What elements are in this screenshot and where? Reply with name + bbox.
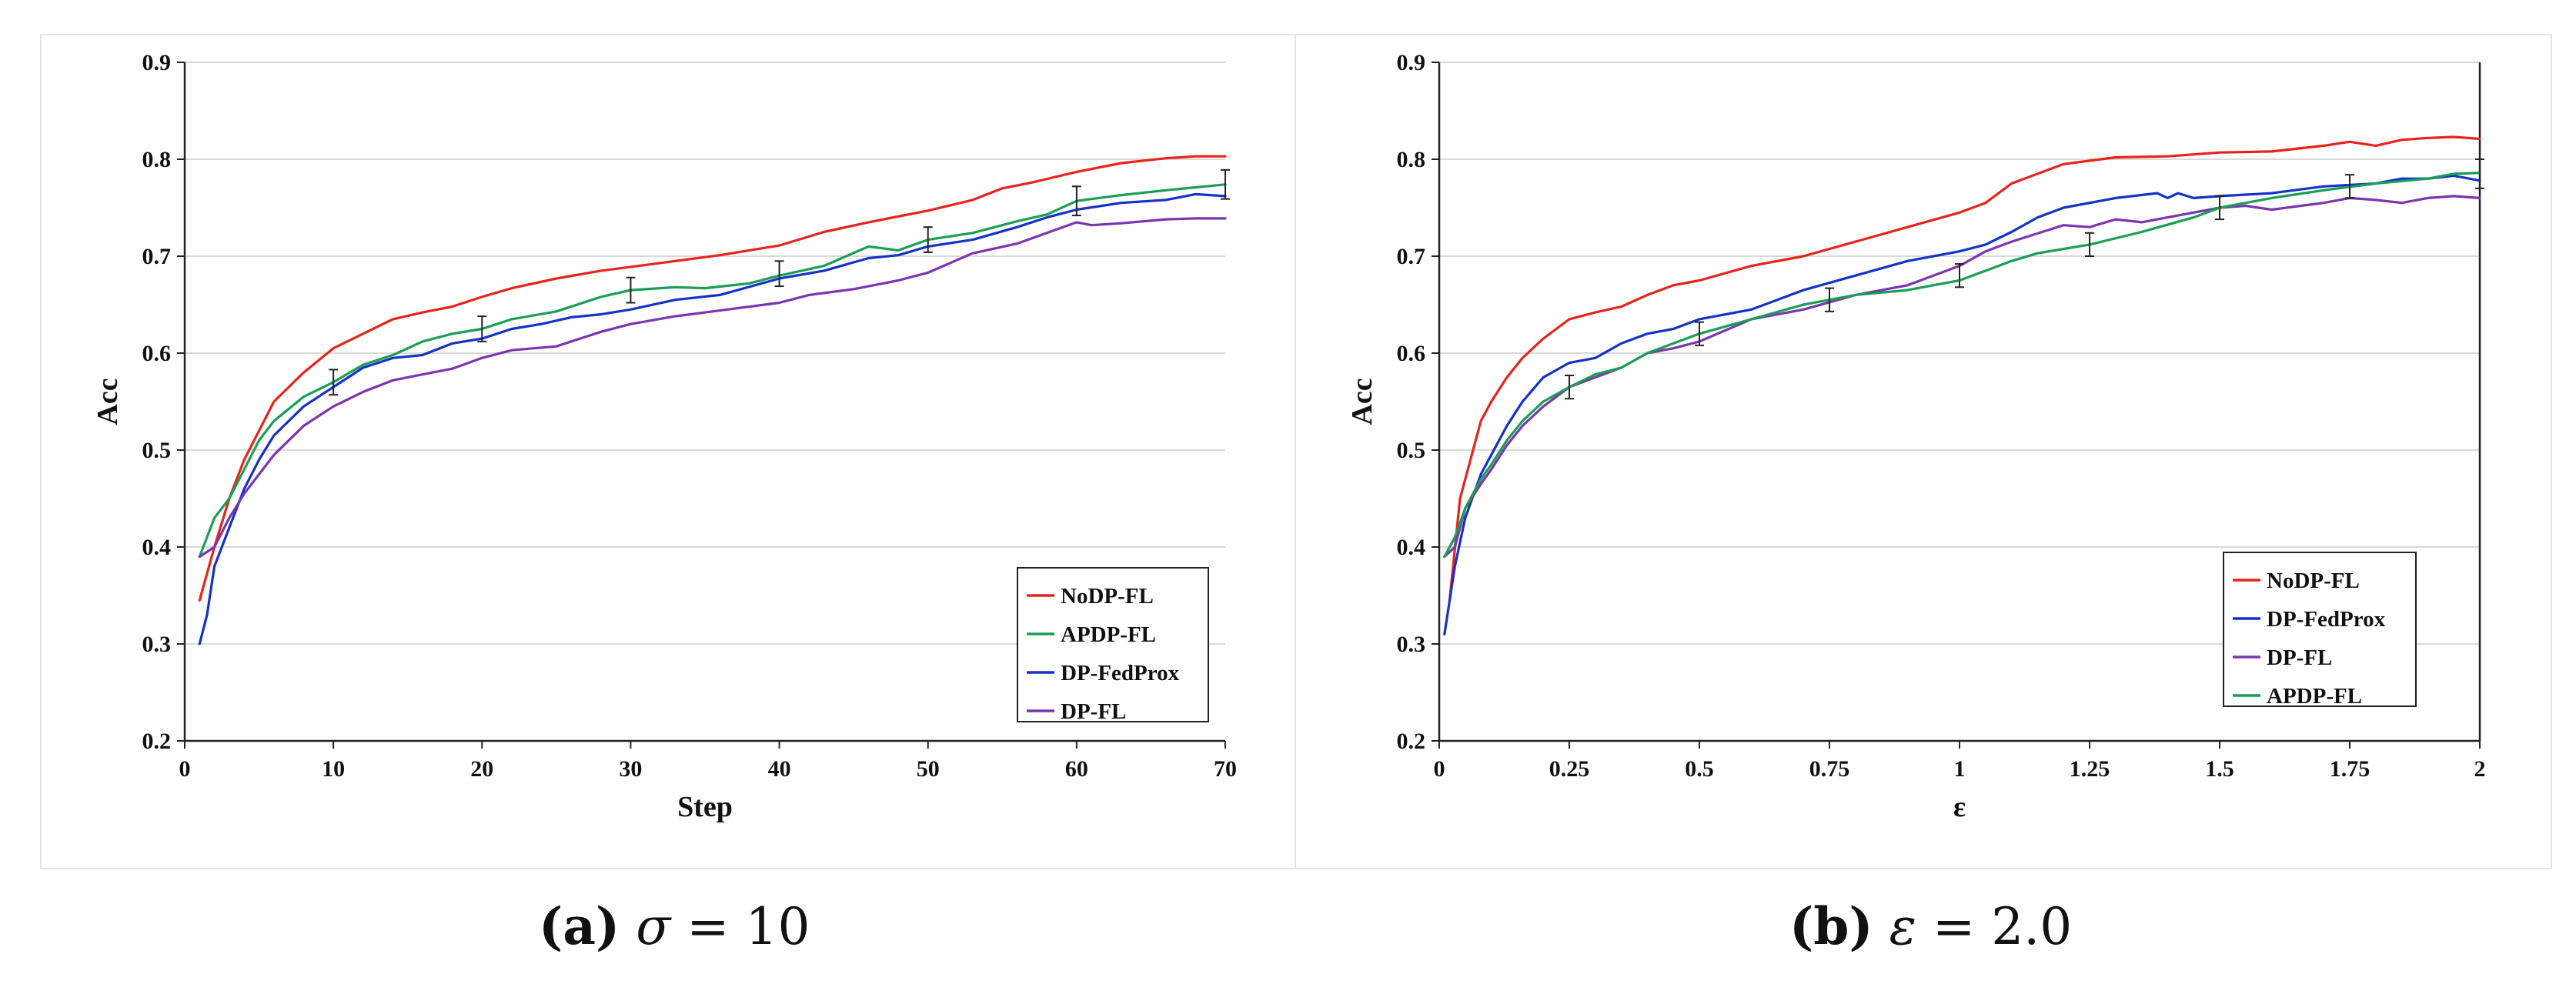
chart-panel-a: 0.2 0.3 0.4 0.5 0.6 0.7 0.8 0.9 0 10 20 30 40 50 60 70 S… [40, 34, 1298, 869]
y-tick-label: 0.6 [142, 341, 172, 366]
series-line-nodp-fl [198, 155, 1227, 602]
legend-label: DP-FL [1061, 699, 1126, 724]
legend-label: NoDP-FL [1061, 584, 1154, 609]
y-tick-label: 0.3 [1397, 632, 1426, 657]
y-tick-label: 0.3 [142, 632, 172, 657]
y-tick-label: 0.4 [1397, 535, 1426, 560]
y-axis-label: Acc [92, 378, 124, 425]
x-axis-label: Step [677, 791, 733, 823]
x-tick-label: 20 [470, 756, 493, 782]
y-tick-label: 0.2 [142, 729, 172, 754]
legend-label: DP-FL [2267, 645, 2332, 670]
y-tick-label: 0.7 [1397, 244, 1426, 269]
y-tick-label: 0.6 [1397, 341, 1426, 366]
x-tick-label: 70 [1214, 756, 1237, 782]
caption-a-label: (a) [539, 896, 620, 956]
y-tick-label: 0.4 [142, 535, 172, 560]
chart-a-svg: 0.2 0.3 0.4 0.5 0.6 0.7 0.8 0.9 0 10 20 30 40 50 60 70 S… [92, 50, 1237, 823]
y-tick-label: 0.5 [1397, 438, 1426, 463]
caption-b-label: (b) [1789, 896, 1873, 956]
legend-label: APDP-FL [2267, 684, 2362, 709]
x-tick-label: 10 [322, 756, 345, 782]
x-tick-label: 50 [917, 756, 940, 782]
series-line-apdp-fl [198, 183, 1227, 559]
x-tick-label: 40 [768, 756, 791, 782]
series-line-dp-fl [198, 217, 1227, 559]
series-line-apdp-fl [1443, 172, 2481, 559]
series-line-dp-fl [1443, 195, 2481, 559]
x-tick-label: 30 [619, 756, 642, 782]
x-tick-label: 60 [1065, 756, 1088, 782]
y-tick-label: 0.8 [142, 147, 172, 172]
x-axis-label: ε [1953, 791, 1966, 823]
caption-b: (b) ε = 2.0 [1789, 896, 2072, 956]
caption-b-eq: = 2.0 [1916, 897, 2073, 956]
y-tick-label: 0.2 [1397, 729, 1426, 754]
x-tick-label: 0 [1434, 756, 1445, 782]
series-line-nodp-fl [1448, 135, 2481, 602]
legend-label: APDP-FL [1061, 622, 1156, 647]
x-tick-label: 1.5 [2205, 756, 2234, 782]
caption-a-symbol: σ [636, 897, 671, 956]
legend-box [1017, 567, 1209, 722]
y-tick-label: 0.9 [1397, 50, 1426, 75]
x-tick-label: 1 [1954, 756, 1966, 782]
chart-b-svg: 0.2 0.3 0.4 0.5 0.6 0.7 0.8 0.9 0 0.25 0.5 0.75 1 1.2… [1346, 50, 2486, 823]
series-line-dp-fedprox [1443, 174, 2481, 636]
x-tick-label: 1.75 [2330, 756, 2371, 782]
chart-panel-b: 0.2 0.3 0.4 0.5 0.6 0.7 0.8 0.9 0 0.25 0.5 0.75 1 1.2… [1295, 34, 2552, 869]
legend-label: NoDP-FL [2267, 569, 2360, 593]
caption-a: (a) σ = 10 [539, 896, 810, 956]
x-tick-label: 0.25 [1549, 756, 1590, 782]
series-line-dp-fedprox [198, 192, 1227, 645]
x-tick-label: 0 [179, 756, 191, 782]
y-axis-label: Acc [1346, 378, 1378, 425]
y-tick-label: 0.7 [142, 244, 172, 269]
x-tick-label: 0.5 [1685, 756, 1714, 782]
legend-box [2223, 552, 2417, 707]
caption-b-symbol: ε [1889, 897, 1917, 956]
y-tick-label: 0.8 [1397, 147, 1426, 172]
y-tick-label: 0.5 [142, 438, 172, 463]
x-tick-label: 2 [2474, 756, 2486, 782]
x-tick-label: 0.75 [1809, 756, 1850, 782]
y-tick-label: 0.9 [142, 50, 172, 75]
legend-label: DP-FedProx [2267, 607, 2386, 632]
caption-a-eq: = 10 [670, 897, 810, 956]
x-tick-label: 1.25 [2070, 756, 2110, 782]
legend-label: DP-FedProx [1061, 661, 1180, 685]
